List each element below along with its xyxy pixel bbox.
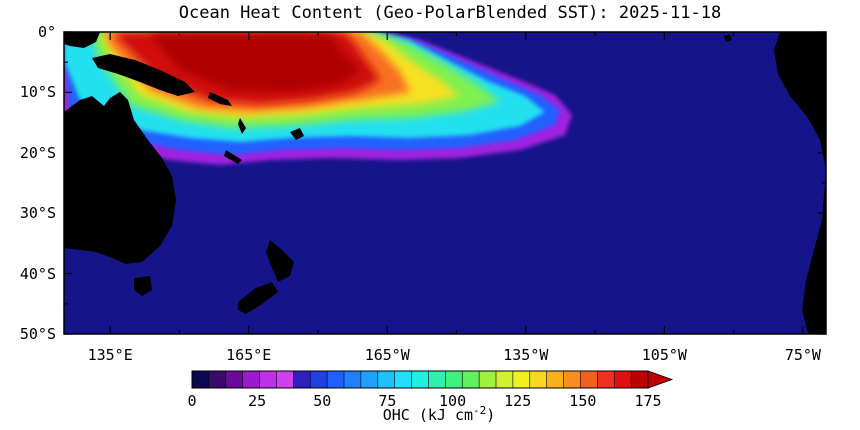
colorbar-swatch (360, 370, 379, 389)
colorbar-swatch (309, 370, 328, 389)
colorbar-tick-label: 100 (439, 392, 467, 410)
colorbar-swatch (377, 370, 396, 389)
map-title: Ocean Heat Content (Geo-PolarBlended SST… (178, 3, 722, 23)
heat-field (64, 32, 826, 334)
colorbar (191, 370, 674, 389)
colorbar-tick-label: 175 (634, 392, 662, 410)
colorbar-swatch (613, 370, 632, 389)
lat-label: 30°S (19, 204, 56, 223)
land-papua (92, 54, 195, 96)
colorbar-swatch (191, 370, 210, 389)
lat-label: 10°S (19, 83, 56, 102)
colorbar-tick-label: 0 (187, 392, 197, 410)
colorbar-swatch (394, 370, 413, 389)
land-nz-north (266, 240, 294, 282)
colorbar-swatch (208, 370, 227, 389)
land-fiji (290, 128, 304, 140)
colorbar-swatch (225, 370, 244, 389)
colorbar-swatch (428, 370, 447, 389)
colorbar-swatch (580, 370, 599, 389)
units-exponent: -2 (473, 404, 487, 417)
land-vanuatu (238, 118, 246, 134)
lon-label: 105°W (641, 346, 687, 364)
colorbar-swatch (546, 370, 565, 389)
land-tasmania (134, 276, 152, 296)
land-solomons (208, 92, 232, 106)
colorbar-swatch (529, 370, 548, 389)
colorbar-tick-label: 75 (378, 392, 397, 410)
colorbar-swatch (411, 370, 430, 389)
colorbar-swatch (343, 370, 362, 389)
axis-ticks (64, 31, 826, 335)
colorbar-swatch (630, 370, 649, 389)
land-indonesia (64, 32, 100, 48)
colorbar-tick-labels: 0 25 50 75 100 125 150 175 (0, 390, 860, 410)
colorbar-swatch (445, 370, 464, 389)
land-south-america (774, 32, 826, 334)
colorbar-swatch (276, 370, 295, 389)
lon-label: 165°W (364, 346, 410, 364)
heat-layer-darkred (150, 34, 360, 92)
land-new-caledonia (224, 150, 242, 164)
colorbar-frame (191, 370, 649, 389)
colorbar-swatch (597, 370, 616, 389)
lon-label: 135°E (87, 346, 133, 364)
colorbar-tick-label: 150 (569, 392, 597, 410)
colorbar-swatch (495, 370, 514, 389)
colorbar-swatch (512, 370, 531, 389)
colorbar-tick-label: 25 (248, 392, 267, 410)
lat-label: 50°S (19, 325, 56, 343)
colorbar-tick-label: 50 (313, 392, 332, 410)
lon-label: 165°E (226, 346, 272, 364)
lat-label: 0° (37, 23, 56, 41)
lon-label: 75°W (784, 346, 821, 364)
colorbar-swatch (563, 370, 582, 389)
colorbar-swatch (293, 370, 312, 389)
units-close: ) (486, 406, 496, 424)
colorbar-tick-label: 125 (504, 392, 532, 410)
land (64, 32, 826, 334)
lat-label: 40°S (19, 264, 56, 283)
colorbar-arrow (647, 370, 674, 389)
units-main: OHC (kJ cm (382, 406, 474, 424)
colorbar-swatch (242, 370, 261, 389)
colorbar-units: OHC (kJ cm-2) (0, 404, 860, 424)
lat-label: 20°S (19, 143, 56, 162)
land-galapagos (724, 34, 732, 42)
land-nz-south (238, 282, 278, 314)
colorbar-swatch (461, 370, 480, 389)
colorbar-swatch (478, 370, 497, 389)
colorbar-swatch (326, 370, 345, 389)
lon-label: 135°W (503, 346, 549, 364)
colorbar-swatch (259, 370, 278, 389)
land-australia (64, 92, 176, 264)
